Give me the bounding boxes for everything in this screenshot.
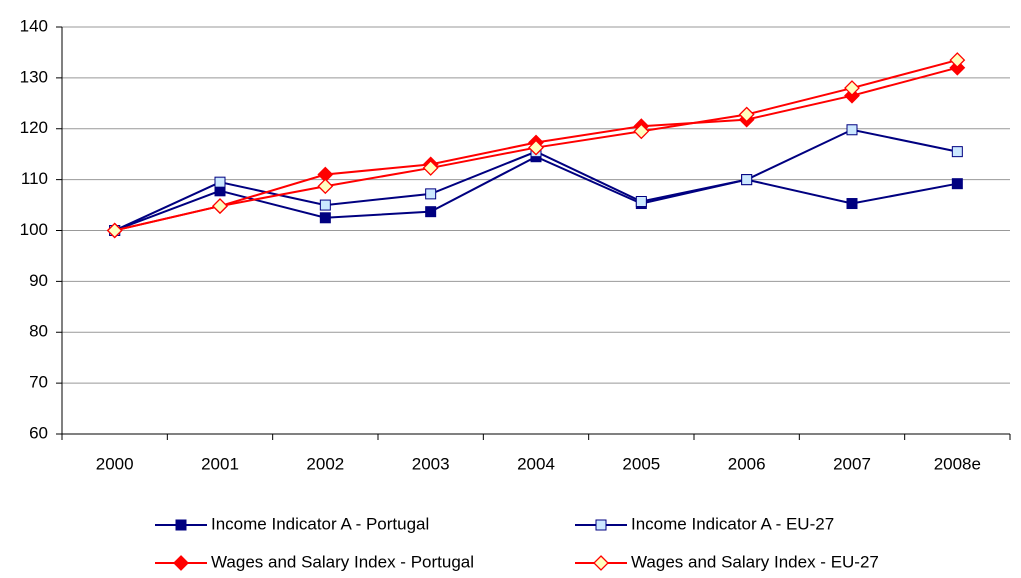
point (635, 196, 647, 208)
point (425, 206, 437, 218)
point (846, 124, 858, 136)
point (633, 123, 650, 140)
x-tick-label: 2007 (833, 454, 871, 473)
legend-label: Income Indicator A - Portugal (211, 514, 429, 533)
point (425, 188, 437, 200)
x-tick-label: 2000 (96, 454, 134, 473)
point (741, 174, 753, 186)
legend-label: Wages and Salary Index - EU-27 (631, 552, 879, 571)
legend-marker (593, 555, 609, 571)
point (844, 80, 860, 96)
point (528, 139, 544, 156)
legend-label: Wages and Salary Index - Portugal (211, 552, 474, 571)
point (422, 160, 439, 176)
point (317, 178, 334, 195)
x-tick-label: 2008e (934, 454, 981, 473)
y-tick-label: 100 (20, 220, 48, 239)
series-line (114, 155, 958, 232)
point (949, 52, 966, 68)
point (846, 198, 858, 210)
x-tick-label: 2003 (412, 454, 450, 473)
y-tick-label: 140 (20, 16, 48, 35)
point (951, 146, 963, 158)
legend-marker (595, 519, 607, 531)
point (214, 176, 226, 188)
legend-marker (175, 519, 187, 531)
y-tick-label: 120 (20, 118, 48, 137)
point (319, 199, 331, 211)
legend-marker (173, 555, 189, 571)
x-tick-label: 2006 (728, 454, 766, 473)
point (738, 106, 755, 123)
x-tick-label: 2002 (306, 454, 344, 473)
y-tick-label: 70 (29, 373, 48, 392)
x-tick-label: 2004 (517, 454, 555, 473)
x-tick-label: 2001 (201, 454, 239, 473)
legend-label: Income Indicator A - EU-27 (631, 514, 834, 533)
point (951, 178, 963, 190)
x-tick-label: 2005 (622, 454, 660, 473)
y-tick-label: 60 (29, 423, 48, 442)
point (106, 222, 123, 239)
y-tick-label: 110 (21, 169, 48, 188)
point (319, 212, 331, 224)
point (212, 198, 228, 214)
y-tick-label: 130 (20, 67, 48, 86)
y-tick-label: 90 (29, 271, 48, 290)
y-tick-label: 80 (29, 322, 48, 341)
